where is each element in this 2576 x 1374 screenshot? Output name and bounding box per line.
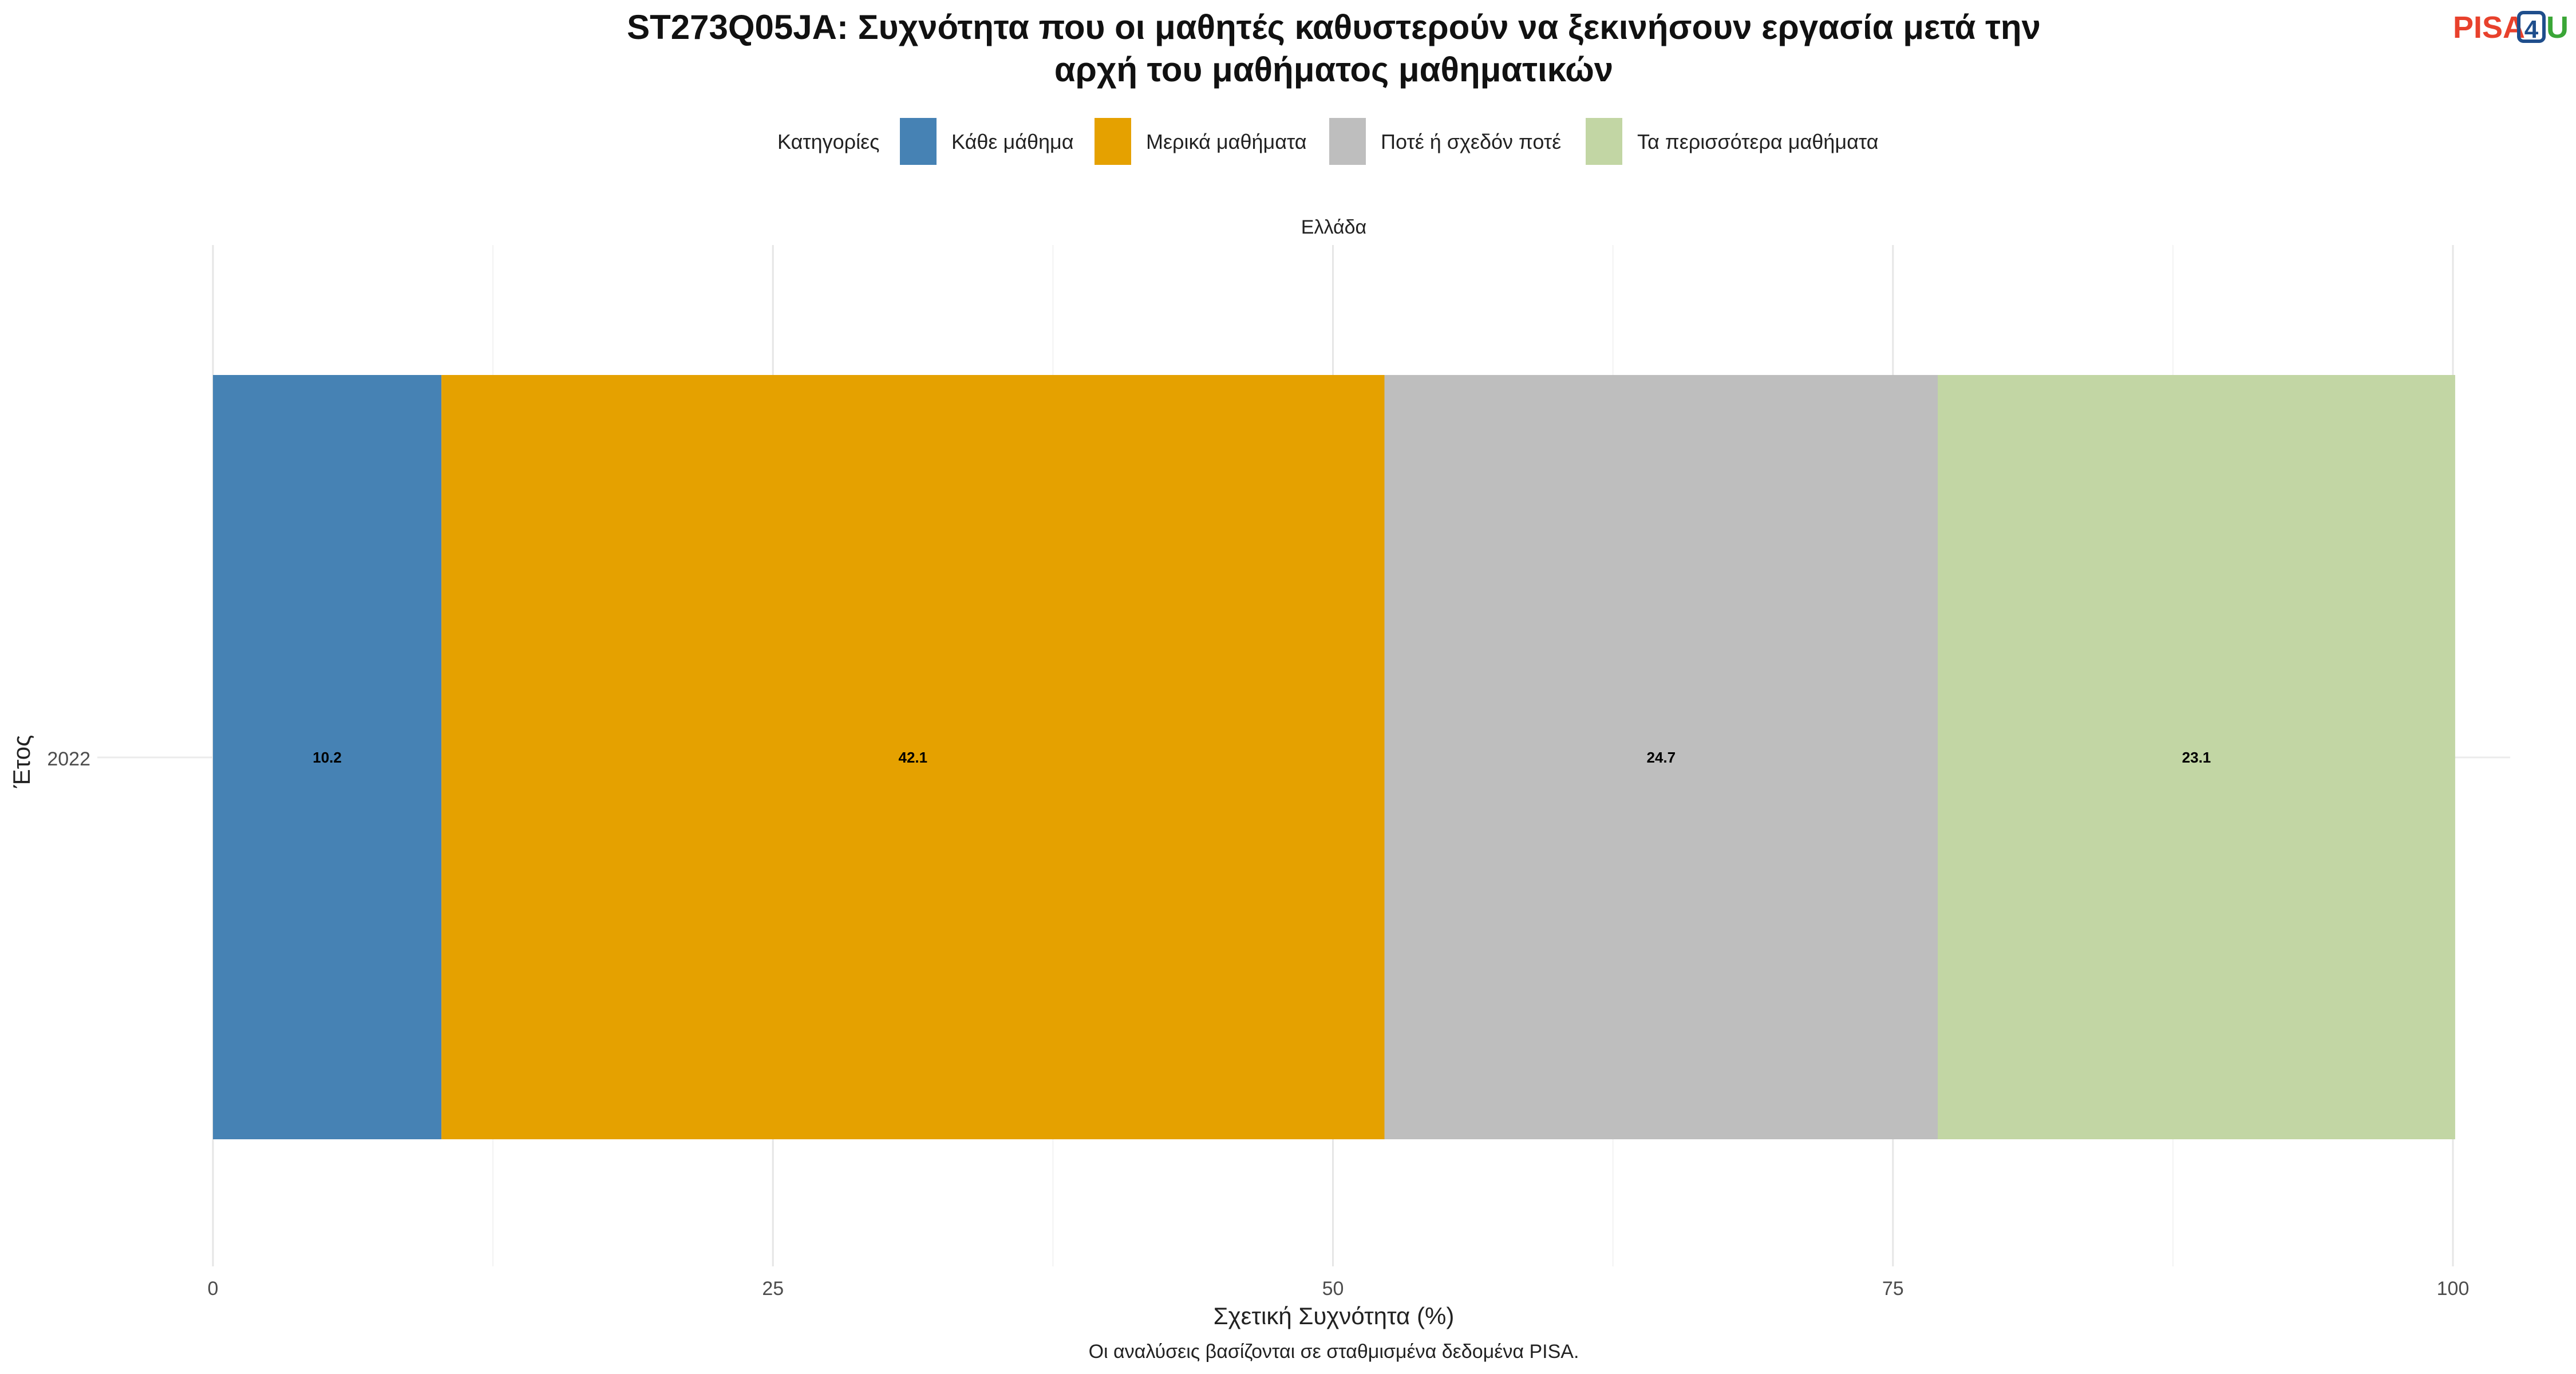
data-label-0: 10.2 xyxy=(313,749,342,766)
x-axis-ticks: 0 25 50 75 100 xyxy=(208,1278,2470,1300)
bar-segment-3 xyxy=(1938,375,2455,1139)
x-tick-label-0: 0 xyxy=(208,1278,219,1300)
bar-segment-0 xyxy=(213,375,442,1139)
legend-swatch-3 xyxy=(1586,118,1622,165)
legend-swatch-2 xyxy=(1329,118,1366,165)
bar-segment-2 xyxy=(1384,375,1938,1139)
legend-swatch-0 xyxy=(900,118,937,165)
bars xyxy=(213,375,2455,1139)
x-tick-label-2: 50 xyxy=(1322,1278,1344,1300)
legend-label-1: Μερικά μαθήματα xyxy=(1146,130,1307,153)
legend-label-2: Ποτέ ή σχεδόν ποτέ xyxy=(1381,130,1561,153)
data-labels: 10.2 42.1 24.7 23.1 xyxy=(313,749,2211,766)
logo-text-pisa: PISA xyxy=(2453,10,2525,45)
facet-label: Ελλάδα xyxy=(1301,216,1366,238)
x-tick-label-3: 75 xyxy=(1882,1278,1904,1300)
x-tick-label-1: 25 xyxy=(762,1278,784,1300)
data-label-3: 23.1 xyxy=(2182,749,2211,766)
logo-text-four: 4 xyxy=(2524,15,2539,44)
x-axis-title: Σχετική Συχνότητα (%) xyxy=(1214,1302,1455,1329)
x-tick-label-4: 100 xyxy=(2437,1278,2470,1300)
logo-text-u: U xyxy=(2546,10,2569,45)
y-axis-title: Έτος xyxy=(8,735,35,789)
y-tick-label-0: 2022 xyxy=(47,748,90,770)
pisa4u-logo: PISA 4 U xyxy=(2453,10,2569,45)
bar-segment-1 xyxy=(441,375,1385,1139)
chart-title-line-1: ST273Q05JA: Συχνότητα που οι μαθητές καθ… xyxy=(627,8,2041,46)
data-label-1: 42.1 xyxy=(899,749,928,766)
legend-label-0: Κάθε μάθημα xyxy=(951,130,1074,153)
logo-four-box xyxy=(2517,11,2546,43)
legend-label-3: Τα περισσότερα μαθήματα xyxy=(1637,130,1878,153)
legend: Κατηγορίες Κάθε μάθημα Μερικά μαθήματα Π… xyxy=(777,118,1878,165)
legend-title: Κατηγορίες xyxy=(777,130,880,153)
data-label-2: 24.7 xyxy=(1646,749,1676,766)
legend-swatch-1 xyxy=(1095,118,1131,165)
chart-title-line-2: αρχή του μαθήματος μαθηματικών xyxy=(1054,50,1613,89)
chart-caption: Οι αναλύσεις βασίζονται σε σταθμισμένα δ… xyxy=(1089,1341,1579,1363)
